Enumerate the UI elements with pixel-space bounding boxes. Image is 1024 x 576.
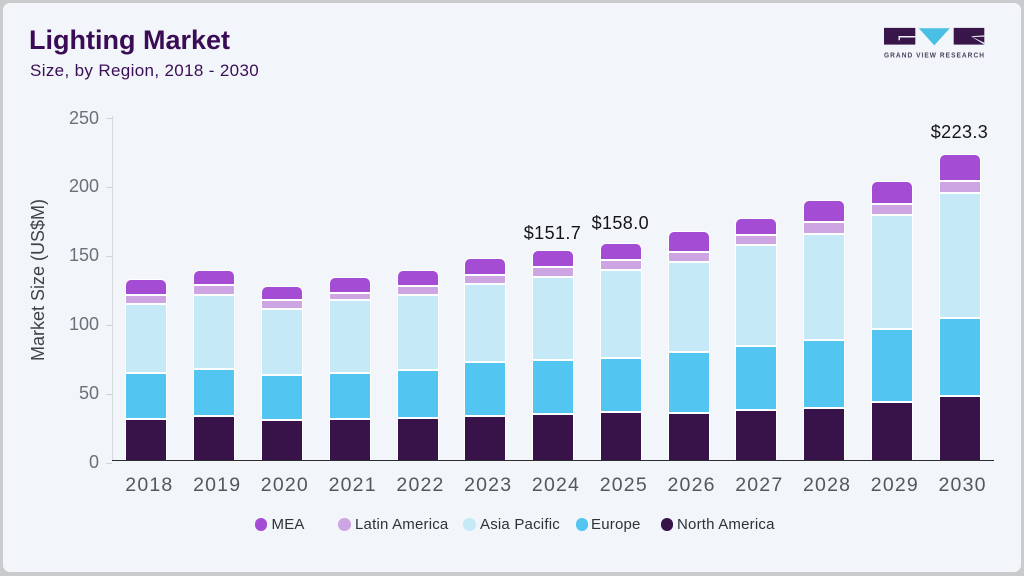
- svg-text:GRAND VIEW RESEARCH: GRAND VIEW RESEARCH: [884, 51, 985, 60]
